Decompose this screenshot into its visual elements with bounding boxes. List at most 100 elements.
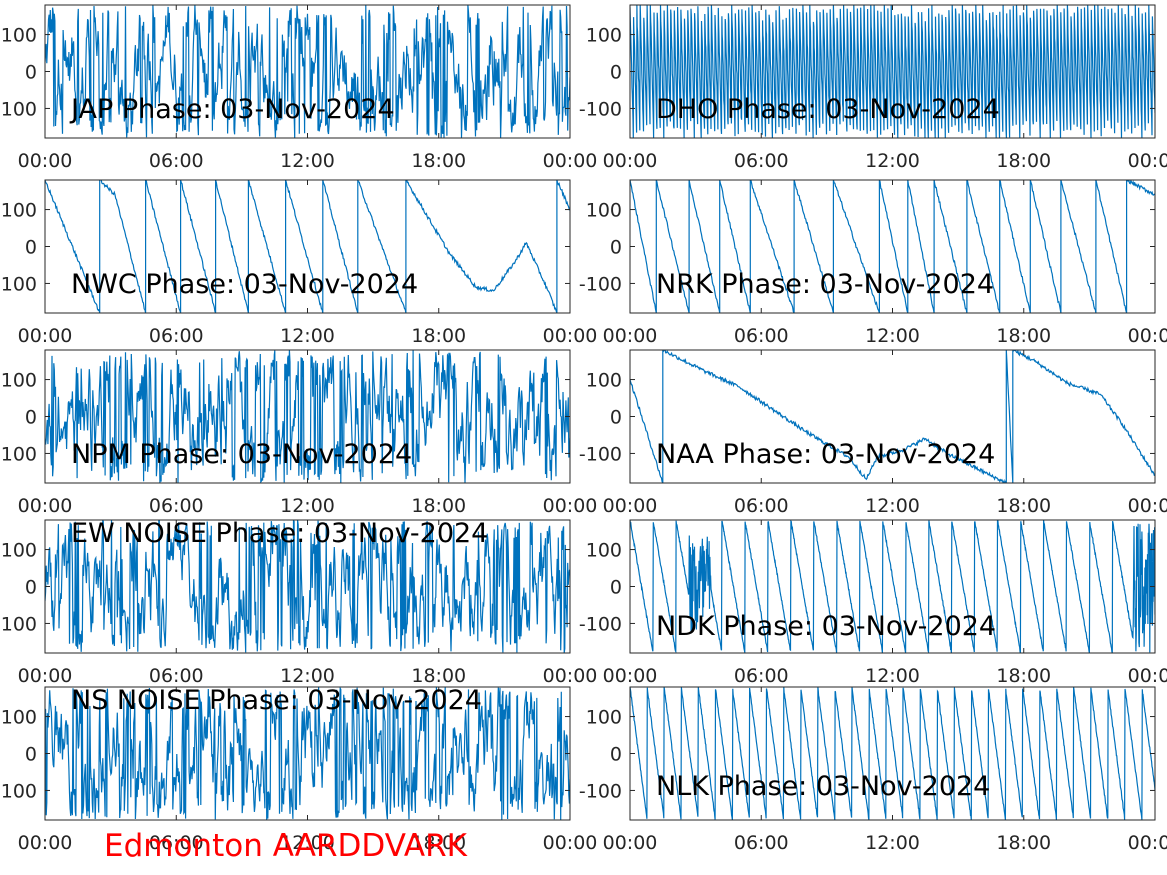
phase-series-line: [630, 5, 1155, 138]
phase-series-line: [45, 520, 570, 653]
y-tick-label: -100: [579, 780, 622, 802]
y-tick-label: -100: [579, 443, 622, 465]
x-tick-label: 06:00: [734, 150, 789, 172]
y-tick-label: -100: [0, 273, 37, 295]
x-tick-label: 00:00: [543, 495, 598, 517]
x-tick-label: 12:00: [280, 325, 335, 347]
y-tick-label: 0: [610, 62, 622, 84]
x-tick-label: 06:00: [734, 832, 789, 854]
x-tick-label: 00:00: [1128, 832, 1167, 854]
panel-title: EW NOISE Phase: 03-Nov-2024: [71, 518, 488, 549]
x-tick-label: 00:00: [543, 665, 598, 687]
x-tick-label: 00:00: [603, 832, 658, 854]
y-tick-label: 0: [25, 62, 37, 84]
y-tick-label: -100: [0, 443, 37, 465]
panel-title: NRK Phase: 03-Nov-2024: [656, 269, 994, 300]
phase-series-line: [630, 180, 1155, 313]
phase-panel: 100 0 -100 00:00 06:00 12:00 18:00 00:00 NLK Pha…: [579, 686, 1167, 854]
x-tick-label: 18:00: [996, 150, 1051, 172]
phase-series-line: [630, 350, 1155, 483]
x-tick-label: 18:00: [996, 832, 1051, 854]
y-tick-label: 0: [25, 744, 37, 766]
y-tick-label: -100: [0, 780, 37, 802]
y-tick-label: 100: [1, 370, 37, 392]
y-tick-label: -100: [579, 613, 622, 635]
y-tick-label: 100: [586, 707, 622, 729]
x-tick-label: 00:00: [603, 325, 658, 347]
x-tick-label: 12:00: [865, 665, 920, 687]
panel-title: NLK Phase: 03-Nov-2024: [656, 771, 990, 802]
phase-panel: 100 0 -100 00:00 06:00 12:00 18:00 00:00 NDK Pha…: [579, 519, 1167, 687]
y-tick-label: 100: [1, 540, 37, 562]
y-tick-label: 100: [586, 25, 622, 47]
x-tick-label: 06:00: [149, 150, 204, 172]
y-tick-label: 0: [610, 237, 622, 259]
phase-panel: 100 0 -100 00:00 06:00 12:00 18:00 00:00 NRK Pha…: [579, 179, 1167, 347]
x-tick-label: 00:00: [603, 665, 658, 687]
phase-series-line: [45, 350, 570, 483]
x-tick-label: 00:00: [1128, 325, 1167, 347]
panel-title: NWC Phase: 03-Nov-2024: [71, 269, 418, 300]
x-tick-label: 12:00: [865, 325, 920, 347]
x-tick-label: 18:00: [996, 325, 1051, 347]
y-tick-label: 0: [610, 744, 622, 766]
x-tick-label: 00:00: [18, 832, 73, 854]
panel-title: DHO Phase: 03-Nov-2024: [656, 94, 1000, 125]
y-tick-label: 100: [1, 707, 37, 729]
x-tick-label: 12:00: [865, 150, 920, 172]
y-tick-label: -100: [0, 98, 37, 120]
x-tick-label: 06:00: [149, 325, 204, 347]
phase-series-line: [45, 687, 570, 820]
x-tick-label: 12:00: [865, 495, 920, 517]
panel-title: NS NOISE Phase: 03-Nov-2024: [71, 685, 482, 716]
x-tick-label: 06:00: [734, 325, 789, 347]
y-tick-label: 0: [610, 407, 622, 429]
x-tick-label: 00:00: [543, 150, 598, 172]
x-tick-label: 00:00: [1128, 665, 1167, 687]
y-tick-label: -100: [0, 613, 37, 635]
x-tick-label: 06:00: [149, 665, 204, 687]
y-tick-label: 0: [25, 577, 37, 599]
x-tick-label: 00:00: [1128, 495, 1167, 517]
panel-title: JAP Phase: 03-Nov-2024: [69, 94, 395, 125]
x-tick-label: 06:00: [149, 495, 204, 517]
x-tick-label: 18:00: [411, 832, 466, 854]
x-tick-label: 12:00: [280, 495, 335, 517]
x-tick-label: 18:00: [411, 150, 466, 172]
y-tick-label: 100: [1, 200, 37, 222]
panel-title: NPM Phase: 03-Nov-2024: [71, 439, 412, 470]
x-tick-label: 00:00: [603, 150, 658, 172]
phase-panel: 100 0 -100 00:00 06:00 12:00 18:00 00:00 JAP Pha…: [0, 4, 598, 172]
y-tick-label: 0: [25, 237, 37, 259]
phase-panel: 100 0 -100 00:00 06:00 12:00 18:00 00:00 NS NOIS…: [0, 685, 597, 854]
phase-panel: 100 0 -100 00:00 06:00 12:00 18:00 00:00 NAA Pha…: [579, 349, 1167, 517]
x-tick-label: 18:00: [411, 495, 466, 517]
x-tick-label: 12:00: [280, 832, 335, 854]
x-tick-label: 06:00: [734, 495, 789, 517]
phase-panel: 100 0 -100 00:00 06:00 12:00 18:00 00:00 NWC Pha…: [0, 179, 597, 347]
x-tick-label: 00:00: [543, 832, 598, 854]
x-tick-label: 00:00: [18, 325, 73, 347]
panel-title: NAA Phase: 03-Nov-2024: [656, 439, 995, 470]
x-tick-label: 00:00: [18, 495, 73, 517]
y-tick-label: 0: [25, 407, 37, 429]
phase-series-line: [45, 180, 570, 313]
y-tick-label: 0: [610, 577, 622, 599]
x-tick-label: 06:00: [734, 665, 789, 687]
x-tick-label: 18:00: [411, 665, 466, 687]
y-tick-label: -100: [579, 98, 622, 120]
x-tick-label: 00:00: [1128, 150, 1167, 172]
x-tick-label: 00:00: [18, 150, 73, 172]
y-tick-label: 100: [1, 25, 37, 47]
x-tick-label: 18:00: [411, 325, 466, 347]
y-tick-label: 100: [586, 200, 622, 222]
phase-series-line: [45, 5, 570, 138]
phase-panel: 100 0 -100 00:00 06:00 12:00 18:00 00:00 EW NOIS…: [0, 518, 597, 687]
y-tick-label: 100: [586, 540, 622, 562]
y-tick-label: 100: [586, 370, 622, 392]
x-tick-label: 18:00: [996, 665, 1051, 687]
x-tick-label: 12:00: [865, 832, 920, 854]
x-tick-label: 00:00: [603, 495, 658, 517]
y-tick-label: -100: [579, 273, 622, 295]
